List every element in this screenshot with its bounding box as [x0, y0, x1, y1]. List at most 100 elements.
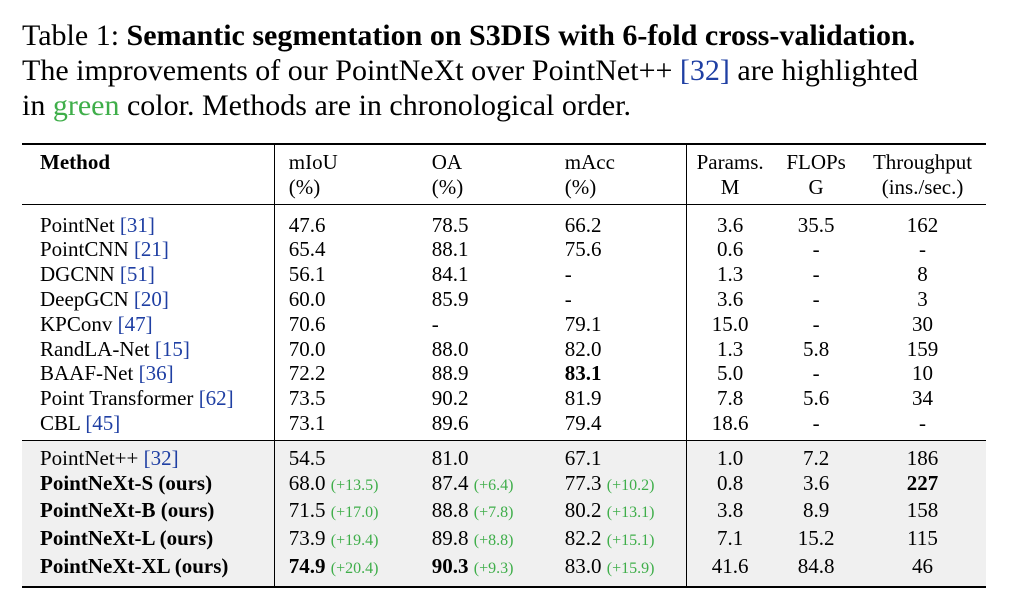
miou-value: 71.5 — [288, 498, 326, 523]
params-cell: 18.6 — [711, 410, 749, 435]
oa-improvement: (+9.3) — [473, 559, 514, 577]
macc-improvement: (+15.1) — [606, 532, 655, 550]
table-row: DeepGCN [20] 60.0 85.9 - 3.6 - 3 — [22, 286, 986, 312]
caption-citation[interactable]: [32] — [679, 54, 730, 87]
method-name-cell: DeepGCN [20] — [22, 286, 275, 312]
method-name-cell: DGCNN [51] — [22, 262, 275, 287]
method-name: PointNet++ — [40, 445, 139, 470]
flops-cell: 3.6 — [773, 470, 860, 499]
miou-value: 60.0 — [288, 286, 326, 311]
method-citation[interactable]: [21] — [133, 237, 169, 262]
macc-value: 83.0 — [564, 553, 602, 578]
oa-cell: 88.8 (+7.8) — [405, 498, 539, 527]
method-name: DeepGCN — [40, 286, 129, 311]
macc-cell: 82.2 (+15.1) — [538, 526, 688, 554]
macc-cell: 67.1 — [538, 440, 688, 471]
params-cell: 15.0 — [711, 311, 749, 336]
caption-title: Semantic segmentation on S3DIS with 6-fo… — [126, 19, 916, 52]
table-row: PointCNN [21] 65.4 88.1 75.6 0.6 - - — [22, 237, 986, 263]
oa-value: 87.4 — [431, 470, 469, 495]
throughput-cell: 227 — [859, 470, 986, 499]
macc-value: 80.2 — [564, 498, 602, 523]
table-caption: Table 1: Semantic segmentation on S3DIS … — [22, 19, 919, 122]
method-citation[interactable]: [45] — [85, 410, 121, 435]
miou-cell: 70.0 — [274, 337, 406, 362]
table-row: PointNet++ [32] 54.5 81.0 67.1 1.0 7.2 186 — [22, 440, 986, 471]
oa-cell: 90.3 (+9.3) — [405, 553, 539, 587]
params-cell: 1.0 — [686, 440, 774, 471]
header-oa: OA (%) — [431, 150, 464, 199]
method-citation[interactable]: [31] — [119, 212, 155, 237]
miou-value: 73.1 — [288, 410, 326, 435]
miou-value: 72.2 — [288, 361, 326, 386]
method-citation[interactable]: [15] — [154, 336, 190, 361]
macc-cell: 80.2 (+13.1) — [538, 498, 688, 527]
miou-cell: 68.0 (+13.5) — [274, 470, 406, 499]
macc-value: 83.1 — [564, 361, 602, 386]
flops-cell: - — [812, 286, 820, 311]
throughput-cell: 46 — [859, 553, 986, 587]
pointnext-methods-group: PointNet++ [32] 54.5 81.0 67.1 1.0 7.2 186 Poin… — [22, 440, 986, 587]
method-citation[interactable]: [51] — [119, 262, 155, 287]
miou-value: 70.0 — [288, 336, 326, 361]
oa-improvement: (+8.8) — [473, 532, 514, 550]
table-row: PointNet [31] 47.6 78.5 66.2 3.6 35.5 162 — [22, 204, 986, 238]
macc-value: 75.6 — [564, 237, 602, 262]
header-method: Method — [22, 144, 275, 205]
flops-cell: 8.9 — [773, 498, 860, 527]
oa-value: 78.5 — [431, 212, 469, 237]
flops-cell: 7.2 — [773, 440, 860, 471]
macc-value: 77.3 — [564, 470, 602, 495]
method-name-cell: PointNeXt-B (ours) — [22, 498, 275, 527]
results-table: Method mIoU (%) OA (%) mAcc (%) Params. M FL… — [22, 143, 986, 588]
method-citation[interactable]: [62] — [198, 386, 234, 411]
method-name-cell: PointNeXt-L (ours) — [22, 526, 275, 554]
method-name-cell: BAAF-Net [36] — [22, 361, 275, 387]
throughput-cell: 162 — [906, 212, 939, 237]
macc-improvement: (+10.2) — [606, 476, 655, 494]
macc-cell: 83.1 — [538, 361, 688, 387]
params-cell: 7.8 — [717, 386, 744, 411]
table-row: Point Transformer [62] 73.5 90.2 81.9 7.8 5.6… — [22, 386, 986, 411]
miou-cell: 73.5 — [274, 386, 406, 411]
macc-cell: 79.4 — [538, 410, 688, 441]
macc-cell: 83.0 (+15.9) — [538, 553, 688, 587]
table-row: PointNeXt-S (ours) 68.0 (+13.5) 87.4 (+6.4… — [22, 470, 986, 499]
method-name-cell: Point Transformer [62] — [22, 386, 275, 411]
method-name-cell: PointNet++ [32] — [22, 440, 275, 471]
table-row: CBL [45] 73.1 89.6 79.4 18.6 - - — [22, 410, 986, 441]
oa-cell: - — [406, 312, 539, 337]
method-citation[interactable]: [47] — [117, 311, 153, 336]
flops-cell: - — [812, 262, 820, 287]
macc-cell: 81.9 — [538, 386, 688, 411]
miou-value: 73.9 — [288, 526, 326, 551]
macc-value: - — [564, 262, 572, 287]
method-name: BAAF-Net — [40, 361, 134, 386]
method-citation[interactable]: [20] — [133, 286, 169, 311]
miou-value: 54.5 — [288, 445, 326, 470]
oa-value: 88.9 — [431, 361, 469, 386]
macc-value: - — [564, 286, 572, 311]
table-row: DGCNN [51] 56.1 84.1 - 1.3 - 8 — [22, 262, 986, 287]
miou-cell: 65.4 — [274, 237, 406, 262]
flops-cell: - — [812, 410, 820, 435]
params-cell: 0.8 — [686, 470, 774, 499]
macc-cell: - — [538, 262, 688, 287]
table-row: PointNeXt-L (ours) 73.9 (+19.4) 89.8 (+8.8… — [22, 526, 986, 554]
oa-cell: 84.1 — [406, 262, 539, 287]
params-cell: 0.6 — [717, 237, 744, 262]
method-citation[interactable]: [36] — [138, 361, 174, 386]
macc-value: 67.1 — [564, 445, 602, 470]
miou-cell: 72.2 — [274, 361, 406, 386]
miou-cell: 60.0 — [274, 287, 406, 312]
macc-value: 79.1 — [564, 311, 602, 336]
method-name: PointNeXt-B (ours) — [40, 498, 215, 523]
method-name: PointNeXt-S (ours) — [40, 470, 213, 495]
method-name-cell: PointNeXt-XL (ours) — [22, 553, 275, 587]
params-cell: 3.8 — [686, 498, 774, 527]
macc-cell: 66.2 — [538, 204, 688, 238]
miou-value: 56.1 — [288, 262, 326, 287]
oa-value: 88.1 — [431, 237, 469, 262]
method-citation[interactable]: [32] — [143, 445, 179, 470]
miou-cell: 73.9 (+19.4) — [274, 526, 406, 554]
